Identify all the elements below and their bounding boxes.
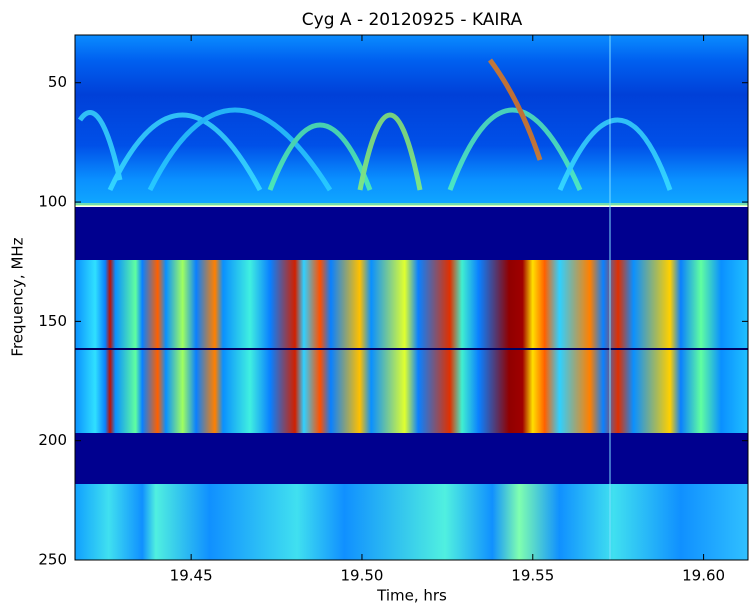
arc bbox=[147, 107, 333, 192]
rfi-line bbox=[75, 348, 748, 350]
y-tick-label: 250 bbox=[38, 551, 67, 569]
chart-title: Cyg A - 20120925 - KAIRA bbox=[302, 10, 523, 30]
high-band bbox=[75, 484, 748, 560]
rfi-line bbox=[609, 35, 611, 560]
scintillation-arcs bbox=[77, 58, 673, 192]
y-tick-label: 50 bbox=[48, 73, 67, 91]
masked-band bbox=[75, 433, 748, 484]
y-tick-label: 100 bbox=[38, 193, 67, 211]
x-axis-label: Time, hrs bbox=[376, 587, 447, 605]
speckle-line bbox=[75, 203, 748, 206]
y-tick-label: 200 bbox=[38, 431, 67, 449]
plot-frame bbox=[74, 34, 749, 561]
y-axis-label: Frequency, MHz bbox=[9, 237, 27, 356]
x-tick-label: 19.50 bbox=[340, 567, 383, 585]
masked-band bbox=[75, 207, 748, 260]
arc bbox=[267, 122, 373, 191]
x-tick-label: 19.55 bbox=[511, 567, 554, 585]
arc bbox=[357, 112, 423, 191]
x-tick-label: 19.45 bbox=[170, 567, 213, 585]
mid-band bbox=[75, 260, 748, 433]
arc bbox=[447, 107, 583, 192]
arc bbox=[77, 110, 123, 181]
arc bbox=[107, 112, 263, 192]
low-band bbox=[75, 35, 748, 205]
y-tick-label: 150 bbox=[38, 312, 67, 330]
spectrogram-image bbox=[75, 35, 748, 560]
x-tick-label: 19.60 bbox=[682, 567, 725, 585]
arc bbox=[487, 58, 543, 161]
arc bbox=[557, 117, 673, 191]
